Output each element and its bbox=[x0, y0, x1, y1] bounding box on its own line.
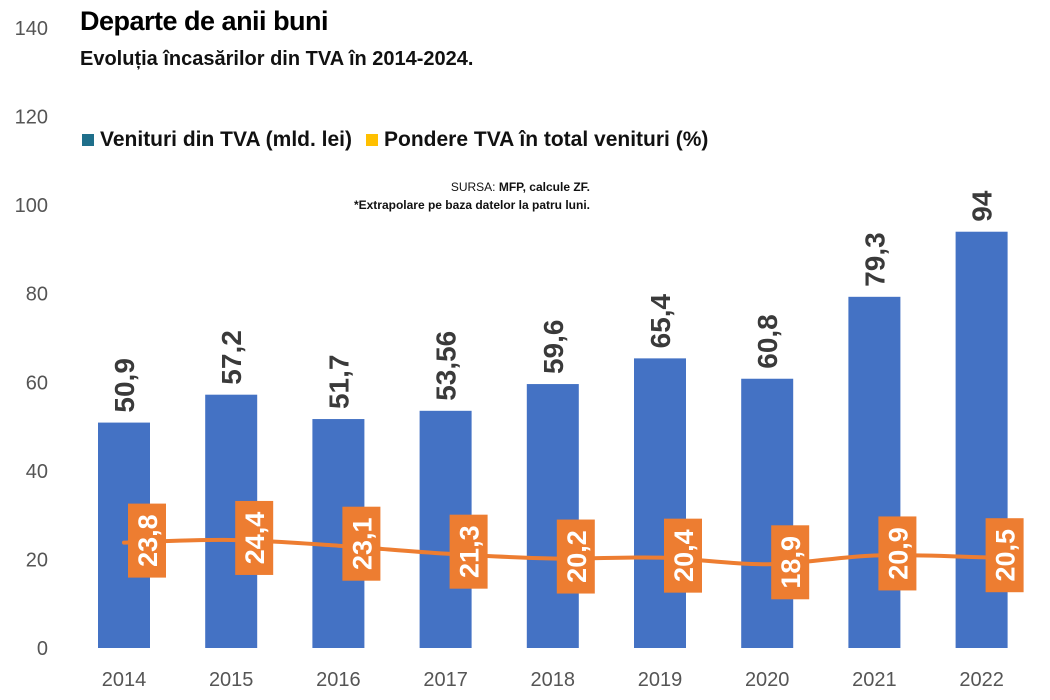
line-data-labels: 23,8 24,4 23,1 21,3 20,2 20,4 18,9 20,9 20,5 bbox=[128, 500, 1024, 600]
line-label-box bbox=[878, 516, 917, 591]
line-value-label: 20,2 bbox=[562, 530, 592, 583]
bar-series bbox=[98, 231, 1008, 648]
x-tick-label: 2020 bbox=[745, 669, 790, 691]
x-tick-label: 2022 bbox=[959, 669, 1004, 691]
y-axis: 0 20 40 60 80 100 120 140 bbox=[15, 18, 48, 660]
bar-value-label: 53,56 bbox=[431, 331, 462, 401]
source-line: SURSA: MFP, calcule ZF. bbox=[320, 178, 590, 196]
bar bbox=[848, 296, 901, 648]
source-note: SURSA: MFP, calcule ZF. *Extrapolare pe … bbox=[320, 178, 590, 214]
y-tick-label: 0 bbox=[37, 638, 48, 660]
chart-title: Departe de anii buni bbox=[80, 6, 329, 36]
line-value-label: 24,4 bbox=[240, 512, 270, 565]
line-value-label: 23,1 bbox=[347, 517, 377, 570]
bar-value-label: 57,2 bbox=[216, 330, 247, 385]
y-tick-label: 100 bbox=[15, 195, 48, 217]
line-label-box bbox=[449, 514, 488, 589]
bar-value-label: 79,3 bbox=[859, 232, 890, 287]
bar-value-label: 51,7 bbox=[323, 355, 354, 410]
line-value-label: 21,3 bbox=[455, 525, 485, 578]
chart-subtitle: Evoluția încasărilor din TVA în 2014-202… bbox=[80, 48, 474, 70]
x-tick-label: 2016 bbox=[316, 669, 361, 691]
x-tick-label: 2018 bbox=[531, 669, 576, 691]
line-label-box bbox=[664, 518, 702, 593]
bar-value-label: 60,8 bbox=[752, 314, 783, 369]
line-label-box bbox=[985, 518, 1024, 593]
x-tick-label: 2019 bbox=[638, 669, 683, 691]
line-value-label: 23,8 bbox=[133, 514, 163, 567]
bar-value-label: 94 bbox=[967, 190, 998, 222]
line-value-label: 18,9 bbox=[776, 536, 806, 589]
x-tick-label: 2015 bbox=[209, 669, 254, 691]
x-tick-label: 2014 bbox=[102, 669, 147, 691]
x-tick-label: 2021 bbox=[852, 669, 897, 691]
line-label-box bbox=[128, 503, 166, 578]
y-tick-label: 120 bbox=[15, 107, 48, 129]
line-label-box bbox=[556, 519, 595, 594]
bar-value-label: 59,6 bbox=[538, 320, 569, 375]
y-tick-label: 40 bbox=[26, 461, 48, 483]
legend-item-share: Pondere TVA în total venituri (%) bbox=[366, 128, 708, 152]
legend-swatch-share bbox=[366, 134, 379, 146]
legend-label-share: Pondere TVA în total venituri (%) bbox=[384, 128, 709, 151]
line-label-box bbox=[235, 500, 274, 575]
line-value-label: 20,5 bbox=[991, 529, 1021, 582]
legend-label-revenue: Venituri din TVA (mld. lei) bbox=[100, 128, 353, 151]
y-tick-label: 60 bbox=[26, 372, 48, 394]
legend-item-revenue: Venituri din TVA (mld. lei) bbox=[82, 128, 352, 152]
bar bbox=[526, 384, 579, 648]
bar-data-labels: 50,9 57,2 51,7 53,56 59,6 65,4 60,8 79,3 94 bbox=[109, 190, 998, 412]
bar bbox=[741, 378, 794, 648]
extrapolation-note: *Extrapolare pe baza datelor la patru lu… bbox=[353, 198, 590, 212]
legend: Venituri din TVA (mld. lei) Pondere TVA … bbox=[82, 128, 722, 152]
bar-value-label: 65,4 bbox=[645, 293, 676, 348]
line-label-box bbox=[342, 506, 381, 581]
line-label-box bbox=[771, 525, 810, 600]
legend-swatch-revenue bbox=[82, 134, 94, 146]
source-value: MFP, calcule ZF. bbox=[498, 180, 590, 194]
line-value-label: 20,9 bbox=[883, 527, 913, 580]
y-tick-label: 80 bbox=[26, 284, 48, 306]
bar bbox=[634, 358, 686, 648]
source-prefix: SURSA: bbox=[450, 180, 499, 194]
x-tick-label: 2017 bbox=[423, 669, 468, 691]
bar-value-label: 50,9 bbox=[109, 358, 140, 413]
line-value-label: 20,4 bbox=[669, 529, 699, 582]
x-axis: 2014 2015 2016 2017 2018 2019 2020 2021 2022 bbox=[102, 669, 1004, 691]
y-tick-label: 20 bbox=[26, 549, 48, 571]
y-tick-label: 140 bbox=[15, 18, 48, 40]
